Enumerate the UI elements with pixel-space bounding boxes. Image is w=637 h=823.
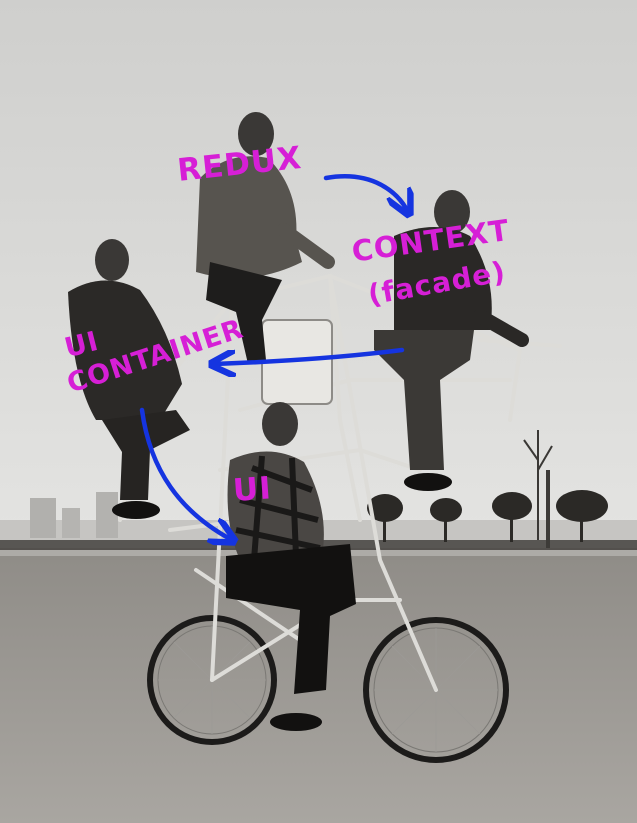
- trees: [367, 430, 608, 542]
- arrow-redux-to-context: [323, 174, 408, 212]
- arrow-container-to-ui: [139, 407, 232, 540]
- rider-top: [196, 112, 335, 364]
- arrow-context-to-container: [214, 347, 405, 364]
- rider-right: [374, 190, 529, 491]
- rider-bottom: [226, 402, 356, 731]
- annotation-arrows: [139, 174, 408, 540]
- rider-left: [68, 239, 190, 519]
- annotation-ui-container-line1: UI: [61, 325, 102, 365]
- annotation-ui: UI: [231, 470, 273, 509]
